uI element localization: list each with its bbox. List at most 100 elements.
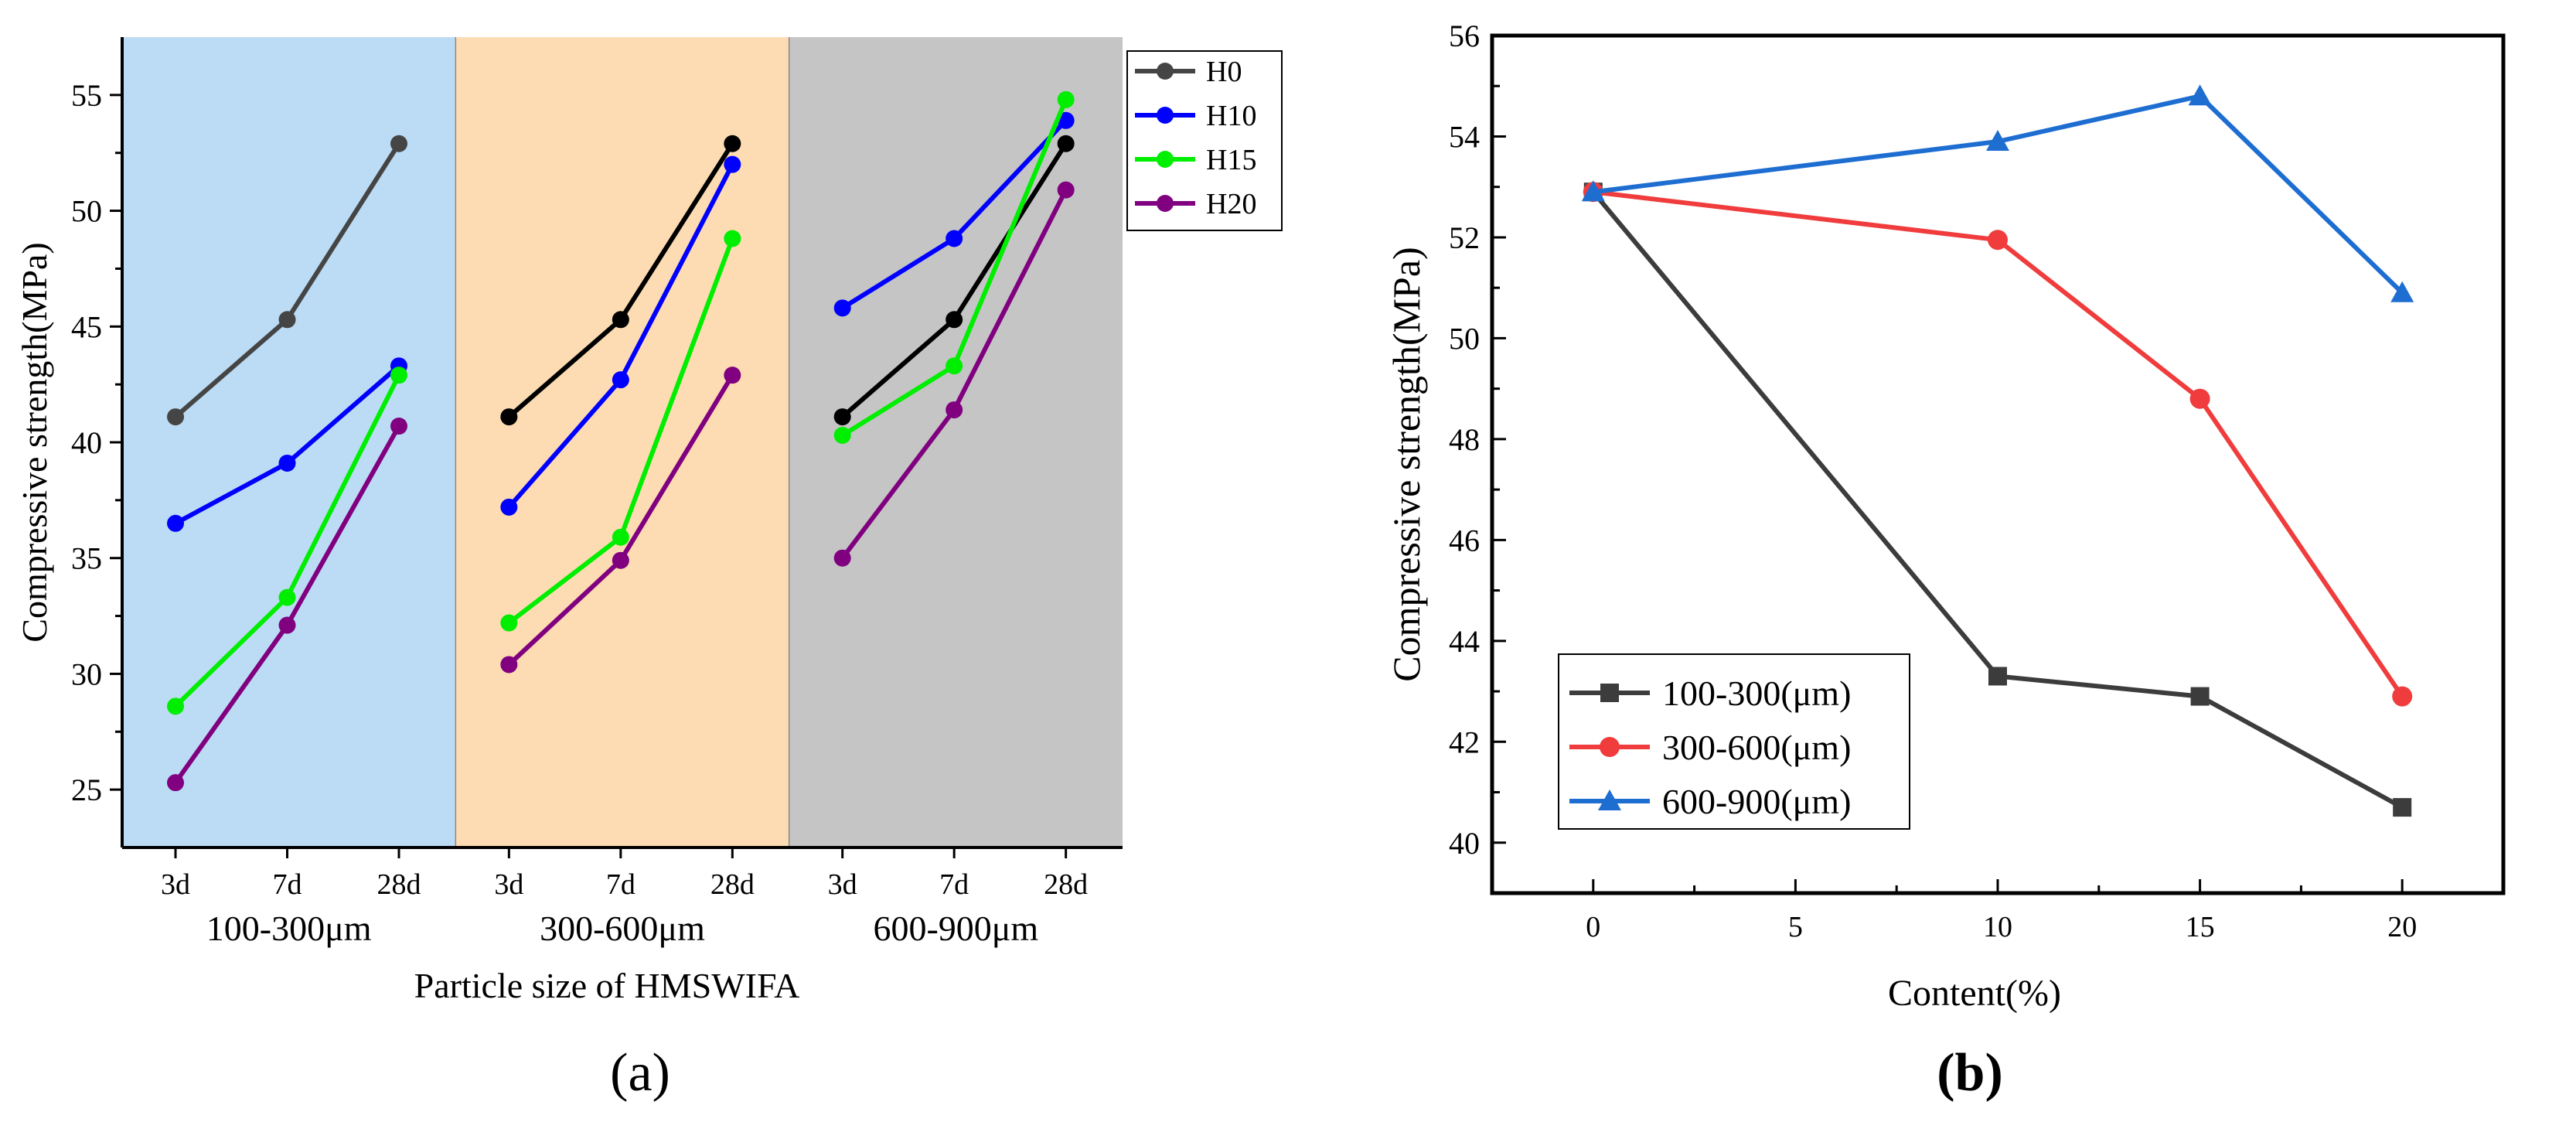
panel-label: (a) xyxy=(610,1043,670,1103)
y-tick-label: 40 xyxy=(71,425,102,460)
data-point-series-2 xyxy=(1988,230,2008,251)
x-axis-title: Content(%) xyxy=(1888,973,2061,1014)
data-point-h15 xyxy=(167,697,185,715)
group-label: 100-300μm xyxy=(206,909,372,948)
legend-marker-h10 xyxy=(1157,107,1174,124)
data-point-series-1 xyxy=(2190,687,2210,706)
data-point-h0 xyxy=(390,135,408,152)
legend-marker-h20 xyxy=(1157,195,1174,212)
x-tick-label: 7d xyxy=(939,868,969,901)
group-label: 300-600μm xyxy=(540,909,705,948)
legend-label: 100-300(μm) xyxy=(1662,674,1851,713)
legend-label: 300-600(μm) xyxy=(1662,728,1851,767)
series-line-1 xyxy=(1591,190,2404,810)
data-point-h15 xyxy=(500,614,518,632)
legend-label: H0 xyxy=(1206,56,1242,88)
y-axis-title: Compressive strength(MPa) xyxy=(1385,247,1428,681)
legend-marker-1 xyxy=(1600,684,1619,702)
y-tick-label: 45 xyxy=(71,309,102,344)
data-point-h0 xyxy=(1057,135,1075,152)
legend-label: H10 xyxy=(1206,100,1256,132)
data-point-h10 xyxy=(1057,111,1075,129)
y-tick-label: 50 xyxy=(71,194,102,229)
data-point-h0 xyxy=(612,311,629,329)
data-point-h10 xyxy=(833,299,851,317)
data-point-h15 xyxy=(724,230,741,247)
legend-marker-h15 xyxy=(1157,151,1174,168)
group-label: 600-900μm xyxy=(873,909,1038,948)
panel-b-chart: 0 5 10 15 20 40 42 44 46 48 50 52 54 56 Compressive st… xyxy=(1385,19,2506,1103)
data-point-series-2 xyxy=(2392,686,2413,707)
legend-marker-3 xyxy=(1598,789,1621,810)
data-point-h15 xyxy=(612,528,629,546)
legend-label: H20 xyxy=(1206,188,1256,220)
x-tick-label: 5 xyxy=(1788,911,1803,943)
data-point-h10 xyxy=(946,230,963,247)
y-tick-label: 40 xyxy=(1449,826,1480,861)
y-axis-title: Compressive strength(MPa) xyxy=(15,242,54,642)
data-point-h0 xyxy=(946,311,963,329)
legend-box xyxy=(1126,50,1283,231)
legend-label: H15 xyxy=(1206,144,1256,176)
data-point-h20 xyxy=(278,616,296,634)
data-point-h20 xyxy=(1057,181,1075,199)
y-tick-label: 55 xyxy=(71,78,102,113)
series-line-3 xyxy=(1593,93,2404,295)
legend-label: 600-900(μm) xyxy=(1662,782,1851,821)
x-tick-label: 7d xyxy=(273,868,302,901)
data-point-h15 xyxy=(833,427,851,445)
data-point-h20 xyxy=(946,401,963,419)
y-tick-label: 44 xyxy=(1449,624,1480,659)
data-point-series-3 xyxy=(1581,180,1605,202)
x-tick-label: 3d xyxy=(828,868,857,901)
x-tick-label: 0 xyxy=(1586,911,1600,943)
legend-marker-2 xyxy=(1600,737,1620,757)
data-point-h15 xyxy=(390,367,408,384)
series-line-2 xyxy=(1593,189,2404,698)
data-point-h0 xyxy=(278,311,296,329)
data-point-h20 xyxy=(500,656,518,674)
group-background-2 xyxy=(455,37,789,847)
x-tick-label: 28d xyxy=(377,868,421,901)
panel-label: (b) xyxy=(1937,1043,2003,1103)
data-point-series-3 xyxy=(2390,281,2414,302)
data-point-series-3 xyxy=(2188,84,2212,106)
legend-marker-h0 xyxy=(1157,63,1174,80)
data-point-series-2 xyxy=(2189,388,2210,409)
y-tick-label: 52 xyxy=(1449,220,1480,255)
data-point-h0 xyxy=(167,408,185,426)
x-axis-title: Particle size of HMSWIFA xyxy=(414,966,800,1005)
x-tick-label: 28d xyxy=(1044,868,1088,901)
group-background-1 xyxy=(122,37,456,847)
data-point-h20 xyxy=(167,774,185,792)
y-tick-label: 35 xyxy=(71,541,102,576)
x-tick-label: 3d xyxy=(161,868,190,901)
y-tick-label: 56 xyxy=(1449,19,1480,53)
data-point-h0 xyxy=(833,408,851,426)
x-tick-label: 7d xyxy=(606,868,635,901)
data-point-h20 xyxy=(390,418,408,435)
data-point-series-1 xyxy=(1988,667,2007,686)
data-point-h10 xyxy=(724,155,741,173)
data-point-h10 xyxy=(500,498,518,516)
data-point-h0 xyxy=(500,408,518,426)
x-tick-label: 20 xyxy=(2387,911,2417,943)
data-point-h20 xyxy=(612,551,629,569)
data-point-h10 xyxy=(612,371,629,389)
y-tick-label: 25 xyxy=(71,772,102,807)
data-point-h20 xyxy=(833,549,851,567)
x-tick-label: 15 xyxy=(2186,911,2215,943)
y-tick-label: 42 xyxy=(1449,725,1480,759)
y-tick-label: 30 xyxy=(71,656,102,691)
y-tick-label: 54 xyxy=(1449,119,1480,154)
x-tick-label: 10 xyxy=(1983,911,2012,943)
data-point-h10 xyxy=(278,454,296,472)
data-point-series-3 xyxy=(1986,129,2009,151)
x-tick-label: 28d xyxy=(710,868,755,901)
data-point-h20 xyxy=(724,367,741,384)
data-point-h10 xyxy=(167,514,185,532)
y-tick-label: 46 xyxy=(1449,523,1480,558)
data-point-h0 xyxy=(724,135,741,152)
data-point-h15 xyxy=(278,588,296,606)
